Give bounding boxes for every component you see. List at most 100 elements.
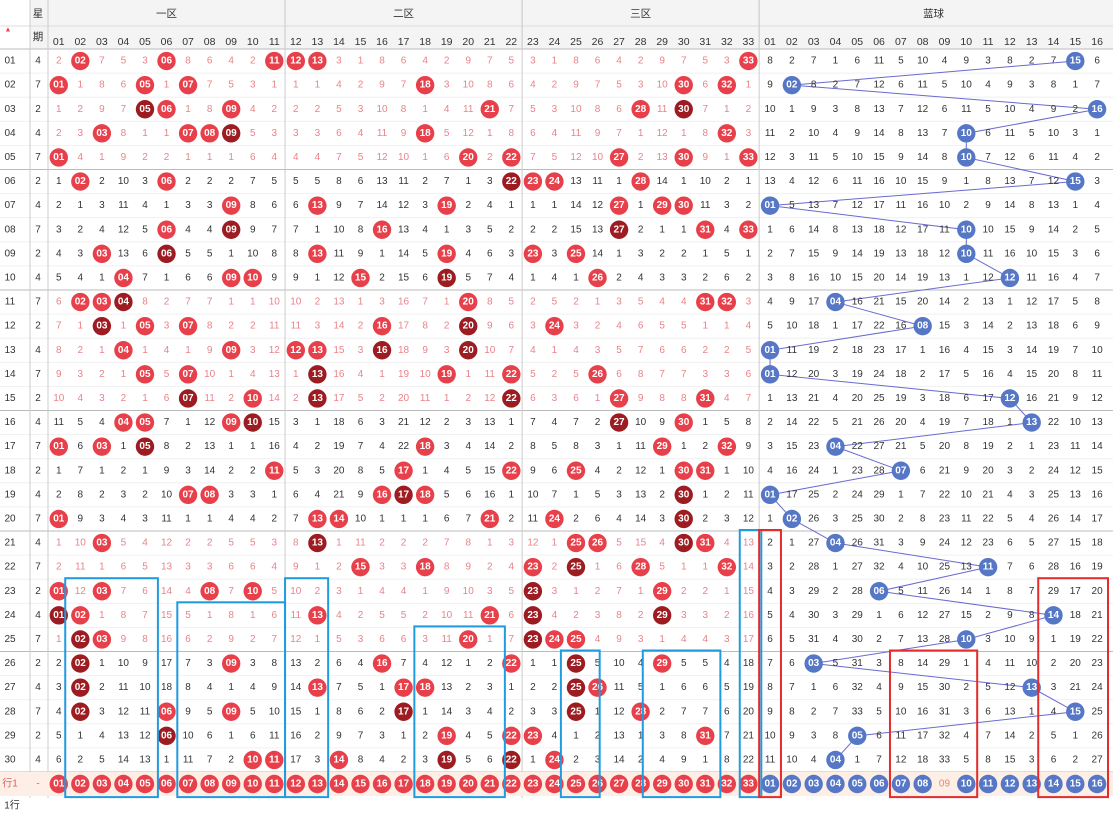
omission-value: 2 (444, 417, 450, 428)
blue-ball (782, 75, 802, 95)
stats-red-number: 29 (657, 779, 669, 790)
omission-value: 9 (142, 658, 148, 669)
red-ball-number: 25 (570, 658, 582, 669)
blue-omission-value: 18 (808, 321, 820, 332)
red-ball-number: 02 (75, 634, 87, 645)
red-ball-number: 30 (678, 465, 690, 476)
stats-red-ball (696, 774, 715, 794)
blue-column-number: 04 (830, 36, 842, 48)
omission-value: 8 (659, 393, 665, 404)
blue-omission-value: 18 (1048, 321, 1060, 332)
omission-value: 4 (250, 104, 256, 115)
stats-blue-ball (826, 774, 845, 794)
omission-value: 1 (487, 128, 493, 139)
blue-omission-value: 10 (895, 176, 907, 187)
omission-value: 1 (746, 80, 752, 91)
blue-omission-value: 14 (852, 248, 864, 259)
omission-value: 12 (743, 513, 755, 524)
red-ball (221, 702, 241, 721)
blue-omission-value: 12 (917, 610, 929, 621)
omission-value: 17 (333, 393, 345, 404)
blue-omission-value: 29 (874, 489, 886, 500)
omission-value: 2 (573, 513, 579, 524)
omission-value: 4 (271, 562, 277, 573)
omission-value: 3 (142, 513, 148, 524)
red-ball (49, 75, 68, 95)
blue-ball-number: 10 (961, 248, 973, 259)
omission-value: 8 (487, 80, 493, 91)
omission-value: 9 (659, 56, 665, 67)
omission-value: 1 (99, 562, 105, 573)
red-ball-number: 03 (96, 321, 108, 332)
blue-omission-value: 5 (789, 200, 795, 211)
omission-value: 7 (509, 345, 515, 356)
stats-red-number: 07 (183, 779, 195, 790)
blue-omission-value: 20 (852, 393, 864, 404)
omission-value: 1 (487, 634, 493, 645)
omission-value: 1 (142, 393, 148, 404)
omission-value: 3 (250, 80, 256, 91)
omission-value: 12 (139, 730, 151, 741)
red-ball (674, 509, 693, 529)
omission-value: 7 (78, 465, 84, 476)
omission-value: 2 (78, 345, 84, 356)
omission-value: 5 (142, 562, 148, 573)
omission-value: 15 (269, 417, 281, 428)
omission-value: 5 (336, 104, 342, 115)
red-ball-number: 23 (527, 248, 539, 259)
blue-ball-number: 05 (852, 730, 864, 741)
red-ball (178, 485, 198, 505)
omission-value: 3 (422, 200, 428, 211)
red-ball (71, 678, 90, 697)
omission-value: 3 (444, 80, 450, 91)
omission-value: 6 (552, 465, 558, 476)
omission-value: 5 (56, 730, 62, 741)
blue-omission-value: 32 (939, 730, 951, 741)
red-ball (609, 196, 629, 215)
omission-value: 9 (746, 441, 752, 452)
red-ball-number: 07 (183, 321, 195, 332)
blue-omission-value: 13 (852, 224, 864, 235)
omission-value: 4 (142, 538, 148, 549)
omission-value: 5 (185, 248, 191, 259)
omission-value: 7 (56, 321, 62, 332)
red-ball-number: 01 (53, 80, 65, 91)
stats-red-ball (674, 774, 693, 794)
omission-value: 16 (333, 369, 345, 380)
red-ball-number: 23 (527, 730, 539, 741)
omission-value: 1 (228, 152, 234, 163)
omission-value: 11 (291, 321, 302, 332)
omission-value: 2 (659, 248, 665, 259)
blue-omission-value: 4 (1007, 489, 1013, 500)
omission-value: 7 (358, 441, 364, 452)
red-ball-number: 20 (463, 321, 475, 332)
blue-omission-value: 31 (852, 658, 864, 669)
omission-value: 1 (444, 224, 450, 235)
omission-value: 4 (616, 513, 622, 524)
omission-value: 3 (746, 297, 752, 308)
blue-ball-number: 04 (830, 297, 842, 308)
blue-omission-value: 7 (767, 658, 773, 669)
red-column-number: 27 (613, 36, 625, 48)
blue-omission-value: 19 (917, 272, 929, 283)
omission-value: 2 (509, 441, 515, 452)
omission-value: 10 (269, 706, 281, 717)
red-ball (523, 244, 543, 264)
blue-omission-value: 15 (895, 297, 907, 308)
blue-omission-value: 14 (939, 297, 951, 308)
red-ball-number: 12 (290, 56, 302, 67)
omission-value: 12 (204, 417, 216, 428)
omission-value: 1 (185, 152, 191, 163)
omission-value: 1 (616, 441, 622, 452)
omission-value: 3 (422, 634, 428, 645)
blue-omission-value: 9 (1029, 224, 1035, 235)
blue-trend-line (769, 60, 1098, 761)
omission-value: 6 (164, 393, 170, 404)
red-ball (674, 196, 693, 215)
red-ball-number: 15 (355, 272, 367, 283)
omission-value: 5 (379, 610, 385, 621)
blue-omission-value: 17 (808, 297, 820, 308)
omission-value: 4 (530, 345, 536, 356)
omission-value: 9 (228, 634, 234, 645)
omission-value: 1 (465, 176, 471, 187)
